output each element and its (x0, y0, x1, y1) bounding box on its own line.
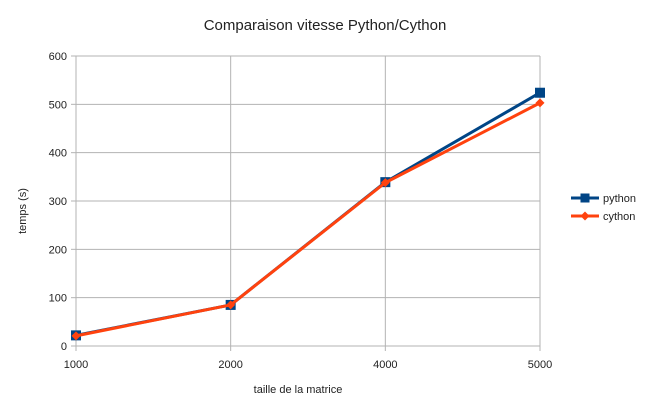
x-tick-label: 4000 (373, 359, 397, 371)
x-axis-label: taille de la matrice (254, 384, 343, 396)
legend-swatch-marker (580, 193, 590, 203)
legend-item-python: python (571, 193, 636, 205)
series-layer (71, 87, 545, 341)
legend: python cython (571, 193, 636, 223)
python-line (75, 91, 541, 337)
y-tick-label: 300 (49, 196, 67, 208)
y-tick-label: 400 (49, 148, 67, 160)
x-tick-label: 5000 (528, 359, 552, 371)
axes: 0 100 200 300 400 500 600 1000 2000 4000 5000 (49, 51, 553, 371)
chart-title: Comparaison vitesse Python/Cython (204, 17, 447, 34)
cython-point (71, 331, 81, 341)
cython-point (380, 178, 390, 188)
python-point (535, 87, 545, 98)
y-tick-label: 600 (49, 51, 67, 63)
series-python (71, 87, 545, 341)
grid (76, 55, 541, 346)
legend-label: python (603, 193, 636, 205)
cython-point (226, 300, 236, 310)
cython-point (535, 98, 545, 108)
legend-swatch-marker (580, 211, 590, 221)
cython-line (75, 101, 541, 338)
y-tick-label: 0 (61, 341, 67, 353)
x-tick-label: 2000 (218, 359, 242, 371)
x-tick-label: 1000 (64, 359, 88, 371)
y-tick-label: 200 (49, 244, 67, 256)
series-cython (71, 98, 545, 341)
legend-item-cython: cython (571, 211, 635, 223)
y-tick-label: 500 (49, 99, 67, 111)
legend-label: cython (603, 211, 635, 223)
y-axis-label: temps (s) (17, 188, 29, 234)
y-tick-label: 100 (49, 293, 67, 305)
